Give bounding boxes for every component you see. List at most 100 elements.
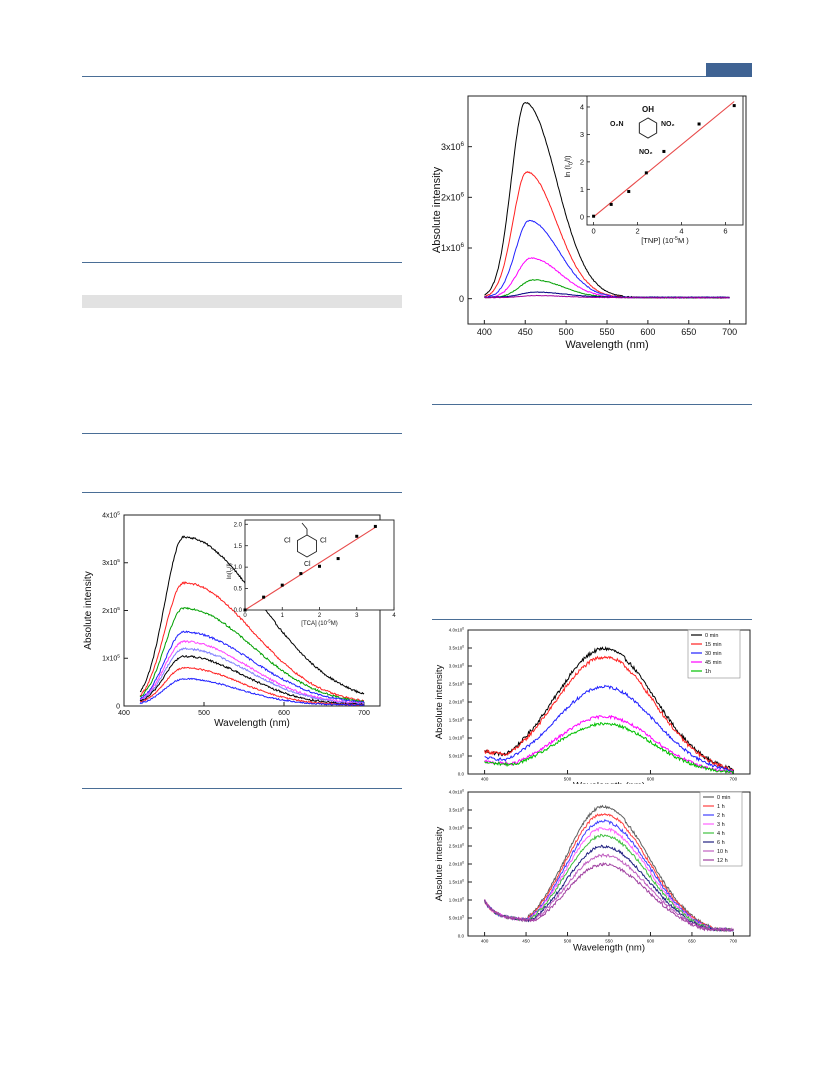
plot-area: 400 450 500 550 600 650 70001x1062x1063x106Wav…	[431, 95, 747, 351]
legend-label: 3 h	[717, 822, 725, 828]
y-tick-label: 4x105	[102, 510, 120, 519]
plot-area: 400 500 600 700 0.0 5.0x105 1.0x106 1.5x106 2.0x…	[434, 627, 751, 784]
tnp-figure: 400 450 500 550 600 650 700 0 1x106 2x106 3x106 Wav…	[430, 92, 750, 362]
series-line	[139, 677, 365, 706]
legend-label: 6 h	[717, 840, 725, 846]
x-tick-label: 700	[722, 327, 737, 337]
inset-y-tick-label: 1.5	[234, 544, 243, 550]
data-point	[243, 608, 247, 612]
y-tick-label: 0	[116, 703, 120, 710]
x-tick-label: 450	[522, 939, 530, 944]
y-axis-title: Absolute intensity	[83, 571, 94, 649]
atom-label: Cl	[284, 538, 291, 545]
x-tick-label: 400	[481, 777, 489, 782]
legend-label: 4 h	[717, 831, 725, 837]
inset-y-tick-label: 4	[580, 103, 584, 112]
y-tick-label: 2x105	[102, 606, 120, 615]
series-line	[484, 721, 734, 774]
series-group	[484, 804, 734, 933]
y-tick-label: 3.5x106	[449, 807, 465, 813]
y-tick-label: 0.0	[458, 772, 465, 777]
series-line	[484, 684, 734, 773]
inset-x-axis-title: [TCA] (10-5M)	[301, 619, 337, 627]
y-tick-label: 1.0x106	[449, 897, 465, 903]
y-axis-title: Absolute intensity	[431, 166, 443, 253]
y-tick-label: 5.0x105	[449, 753, 465, 759]
legend-label: 45 min	[705, 660, 722, 666]
x-tick-label: 700	[358, 710, 370, 717]
atom-label: O₂N	[610, 121, 624, 128]
data-point	[592, 214, 596, 218]
y-tick-label: 3x106	[441, 141, 465, 152]
legend-label: 2 h	[717, 813, 725, 819]
y-axis-title: Absolute intensity	[434, 827, 445, 902]
fit-line	[593, 101, 735, 218]
inset-y-tick-label: 0	[580, 212, 584, 221]
series-line	[484, 294, 730, 299]
x-tick-label: 500	[559, 327, 574, 337]
x-tick-label: 550	[599, 327, 614, 337]
table-header-band	[82, 295, 402, 308]
data-point	[280, 583, 284, 587]
inset-x-tick-label: 4	[679, 227, 683, 236]
plot-area: 400 450 500 550 600 650 700 0.0 5.0x105 1.0x106 1.…	[434, 789, 751, 954]
y-tick-label: 3.0x106	[449, 825, 465, 831]
series-line	[139, 639, 365, 705]
x-tick-label: 500	[564, 777, 572, 782]
inset-x-tick-label: 0	[592, 227, 596, 236]
legend-label: 0 min	[705, 633, 718, 639]
legend-label: 12 h	[717, 858, 728, 864]
series-line	[484, 291, 730, 298]
tca-emission-chart: 400 500 600 700 0 1x105 2x105 3x105 4x105 Wavelen…	[83, 510, 396, 729]
x-tick-label: 700	[730, 939, 738, 944]
legend-frame	[699, 791, 743, 867]
y-tick-label: 3.0x106	[449, 663, 465, 669]
y-tick-label: 1.0x106	[449, 735, 465, 741]
divider-rule	[432, 404, 752, 405]
series-line	[484, 219, 730, 299]
fit-line	[244, 526, 376, 611]
y-tick-label: 4.0x106	[449, 627, 465, 633]
inset-y-tick-label: 2	[580, 157, 584, 166]
y-tick-label: 2x106	[441, 191, 465, 202]
divider-rule	[82, 433, 402, 434]
header-rule	[82, 76, 752, 77]
inset-x-tick-label: 6	[723, 227, 727, 236]
inset: 0 1 2 3 4 0.0 0.5 1.0 1.5 2.0 [TCA] (10-5M) ln(I0/I…	[227, 519, 396, 627]
series-group	[139, 535, 365, 706]
data-point	[262, 595, 266, 599]
data-point	[609, 202, 613, 206]
x-axis-title: Wavelength (nm)	[214, 718, 290, 729]
legend-label: 0 min	[717, 795, 730, 801]
legend-label: 1 h	[717, 804, 725, 810]
series-line	[139, 606, 365, 703]
benzene-ring	[297, 534, 317, 558]
y-tick-label: 2.5x106	[449, 843, 465, 849]
series-line	[484, 861, 734, 932]
x-tick-label: 500	[198, 710, 210, 717]
inset-x-tick-label: 2	[635, 227, 639, 236]
atom-label: Cl	[320, 538, 327, 545]
tca-figure: 400 500 600 700 0 1x105 2x105 3x105 4x105 Wavelen…	[82, 498, 402, 734]
x-tick-label: 600	[640, 327, 655, 337]
benzene-ring	[638, 117, 658, 139]
series-group	[484, 645, 734, 774]
tca-structure: Cl Cl Cl	[284, 522, 327, 568]
y-tick-label: 0.0	[458, 934, 465, 939]
y-tick-label: 4.0x106	[449, 789, 465, 795]
series-line	[484, 714, 734, 774]
x-tick-label: 450	[518, 327, 533, 337]
inset-y-tick-label: 2.0	[234, 522, 243, 528]
x-tick-label: 650	[688, 939, 696, 944]
legend: 0 min 15 min 30 min 45 min 1h	[687, 629, 741, 679]
inset-x-tick-label: 3	[355, 613, 359, 619]
x-tick-label: 500	[564, 939, 572, 944]
y-tick-label: 5.0x105	[449, 915, 465, 921]
x-tick-label: 650	[681, 327, 696, 337]
atom-label: NO₂	[639, 149, 653, 156]
inset-y-axis-title: ln (I0/I)	[563, 155, 574, 178]
series-line	[484, 655, 734, 771]
tnp-structure: OH O₂N NO₂ NO₂	[610, 105, 675, 156]
data-point	[373, 524, 377, 528]
